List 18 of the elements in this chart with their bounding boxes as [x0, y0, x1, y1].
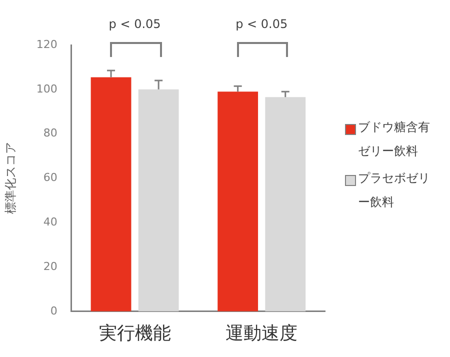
x-tick-label: 運動速度: [226, 322, 298, 344]
bar: [138, 89, 179, 312]
legend-label: ブドウ糖含有ゼリー飲料: [358, 119, 431, 160]
y-tick-label: 120: [36, 38, 58, 51]
y-tick-label: 60: [43, 171, 58, 184]
x-tick-label: 実行機能: [98, 322, 171, 344]
y-axis-title: 標準化スコア: [3, 142, 18, 214]
y-tick-label: 0: [50, 304, 58, 318]
text: p < 0.05: [236, 17, 288, 32]
bar: [265, 97, 306, 312]
y-tick-label: 100: [36, 82, 58, 96]
y-tick-label: 80: [43, 126, 58, 140]
y-tick-label: 20: [43, 260, 58, 273]
bar: [90, 77, 132, 312]
legend-label: プラセボゼリー飲料: [358, 170, 431, 211]
y-tick-label: 40: [43, 215, 58, 228]
bar: [218, 92, 258, 312]
text: p < 0.05: [108, 17, 161, 32]
